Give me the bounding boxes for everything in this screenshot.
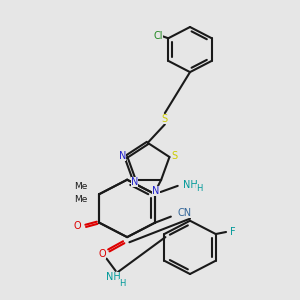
Text: N: N — [130, 177, 138, 187]
Text: N: N — [119, 151, 126, 161]
Text: H: H — [196, 184, 203, 194]
Text: F: F — [230, 227, 236, 237]
Text: O: O — [74, 221, 82, 231]
Text: NH: NH — [106, 272, 121, 282]
Text: N: N — [152, 186, 160, 196]
Text: H: H — [119, 279, 126, 288]
Text: Cl: Cl — [153, 31, 163, 41]
Text: Me: Me — [74, 195, 88, 204]
Text: CN: CN — [178, 208, 192, 218]
Text: S: S — [171, 151, 177, 161]
Text: NH: NH — [183, 180, 198, 190]
Text: Me: Me — [74, 182, 88, 191]
Text: S: S — [162, 114, 168, 124]
Text: O: O — [98, 248, 106, 259]
